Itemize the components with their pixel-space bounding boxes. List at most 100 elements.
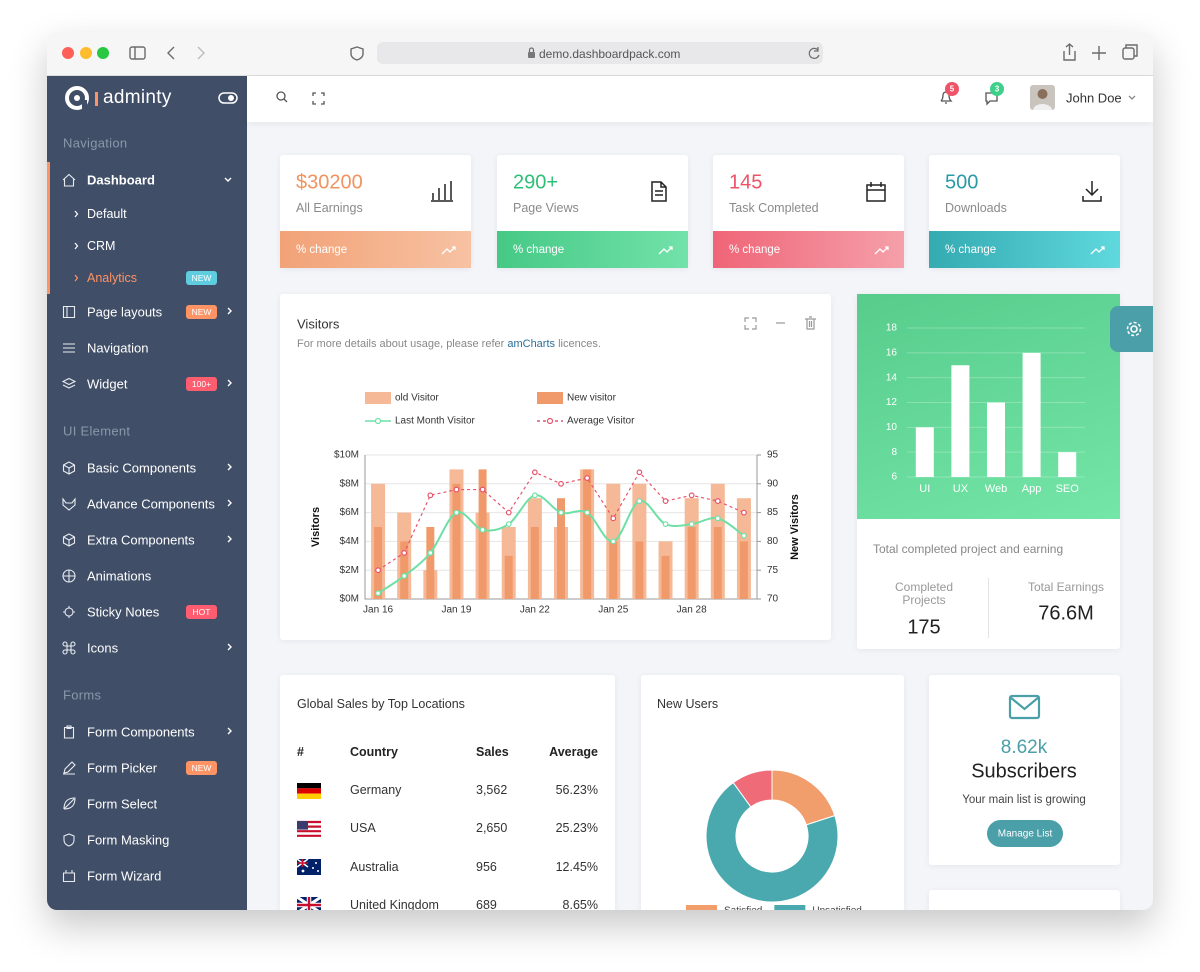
new-tab-button[interactable] xyxy=(1092,46,1106,60)
calendar-icon xyxy=(866,182,886,202)
close-button[interactable] xyxy=(62,47,74,59)
line-point xyxy=(584,475,591,481)
line-point xyxy=(505,509,512,516)
link[interactable]: amCharts xyxy=(507,338,556,350)
stat-label: Task Completed xyxy=(729,201,819,215)
card-tools xyxy=(744,316,816,330)
table-cell: 689 xyxy=(476,898,497,910)
minimize-button[interactable] xyxy=(80,47,92,59)
back-button[interactable] xyxy=(167,46,175,60)
forward-button[interactable] xyxy=(197,46,205,60)
browser-icons xyxy=(129,43,1138,61)
line-point xyxy=(714,498,721,504)
menu-badge xyxy=(186,761,217,775)
bar xyxy=(713,527,722,599)
menu-item[interactable]: Widget xyxy=(87,376,128,392)
y-axis-title: Visitors xyxy=(310,507,322,547)
user-menu-toggle[interactable] xyxy=(1128,95,1136,100)
menu-icon xyxy=(63,833,75,847)
menu-badge-text: HOT xyxy=(192,607,211,617)
submenu-item[interactable]: CRM xyxy=(87,239,116,253)
menu-item[interactable]: Form Components xyxy=(87,724,195,740)
sidebar-toggle[interactable] xyxy=(129,46,146,60)
download-icon xyxy=(1082,181,1102,202)
manage-list-button[interactable] xyxy=(987,820,1063,847)
y-tick-label: $4M xyxy=(340,536,359,547)
settings-icon[interactable] xyxy=(1126,321,1142,337)
x-tick-label: Jan 19 xyxy=(441,605,471,616)
line-point xyxy=(636,469,643,476)
stat-label: Total Earnings xyxy=(1027,580,1105,594)
line-point xyxy=(401,550,408,556)
menu-item[interactable]: Navigation xyxy=(87,340,149,356)
legend-swatch xyxy=(686,905,717,910)
user-avatar[interactable] xyxy=(1030,85,1055,110)
address-bar[interactable] xyxy=(377,42,823,64)
search-button[interactable] xyxy=(276,91,286,101)
submenu-item[interactable]: Analytics xyxy=(87,271,138,285)
menu-item[interactable]: Extra Components xyxy=(87,532,195,548)
viewport: $0M $2M $4M $6M $8M $10M 70 75 80 85 90 95 Visitors N… xyxy=(47,32,1153,910)
stat-value: 290+ xyxy=(513,171,559,194)
reload-button[interactable] xyxy=(808,47,820,59)
fullscreen-button[interactable] xyxy=(312,92,325,105)
table-cell: 56.23% xyxy=(555,783,598,797)
menu-item[interactable]: Form Select xyxy=(87,796,158,812)
line-point xyxy=(479,526,486,533)
shield-icon[interactable] xyxy=(350,46,364,61)
line-point xyxy=(375,590,381,597)
menu-item[interactable]: Basic Components xyxy=(87,460,197,476)
menu-item[interactable]: Advance Components xyxy=(87,496,215,512)
top-header xyxy=(247,76,1153,122)
menu-icon xyxy=(62,870,76,883)
menu-item[interactable]: Sticky Notes xyxy=(87,604,160,620)
share-button[interactable] xyxy=(1063,43,1076,61)
sidebar-heading: Navigation xyxy=(63,135,128,151)
expand-button[interactable] xyxy=(744,317,757,330)
line-point xyxy=(714,515,721,522)
menu-item[interactable]: Form Masking xyxy=(87,832,170,848)
menu-icon xyxy=(63,343,75,353)
sidebar-toggle[interactable] xyxy=(218,92,238,104)
line-point xyxy=(401,573,408,579)
stat-footer-text: % change xyxy=(729,244,781,256)
menu-badge xyxy=(186,305,217,319)
flag-germany xyxy=(297,783,321,799)
menu-badge-text: NEW xyxy=(191,273,212,283)
menu-item[interactable]: Form Picker xyxy=(87,760,158,776)
stat-footer-text: % change xyxy=(296,244,348,256)
menu-item[interactable]: Animations xyxy=(87,568,152,584)
y-tick-label: 12 xyxy=(886,397,898,408)
lock-icon xyxy=(528,52,535,58)
bar xyxy=(987,402,1005,477)
line-point xyxy=(453,486,460,493)
url-text: demo.dashboardpack.com xyxy=(539,47,681,61)
tabs-button[interactable] xyxy=(1122,47,1135,60)
menu-icon xyxy=(63,606,75,618)
donut-slice xyxy=(732,769,773,808)
bar xyxy=(609,541,618,599)
menu-badge-text: NEW xyxy=(191,307,212,317)
menu-item[interactable]: Dashboard xyxy=(87,172,155,188)
line-point xyxy=(662,498,669,504)
button-label[interactable]: Manage List xyxy=(997,828,1053,840)
delete-button[interactable] xyxy=(805,316,816,330)
line-point xyxy=(531,469,538,476)
menu-icon xyxy=(62,173,76,187)
message-count: 3 xyxy=(994,84,1000,94)
menu-item[interactable]: Icons xyxy=(87,640,119,656)
menu-icon xyxy=(63,797,76,810)
line-point xyxy=(741,509,747,516)
line-point xyxy=(505,521,512,528)
menu-item[interactable]: Form Wizard xyxy=(87,868,162,884)
window-controls xyxy=(62,47,109,59)
submenu-item[interactable]: Default xyxy=(87,207,127,221)
user-name[interactable]: John Doe xyxy=(1066,90,1122,106)
stat-footer xyxy=(713,231,904,268)
table-cell: United Kingdom xyxy=(350,898,439,910)
bar xyxy=(400,541,409,599)
trend-icons xyxy=(441,246,1105,255)
zoom-button[interactable] xyxy=(97,47,109,59)
menu-item[interactable]: Page layouts xyxy=(87,304,163,320)
